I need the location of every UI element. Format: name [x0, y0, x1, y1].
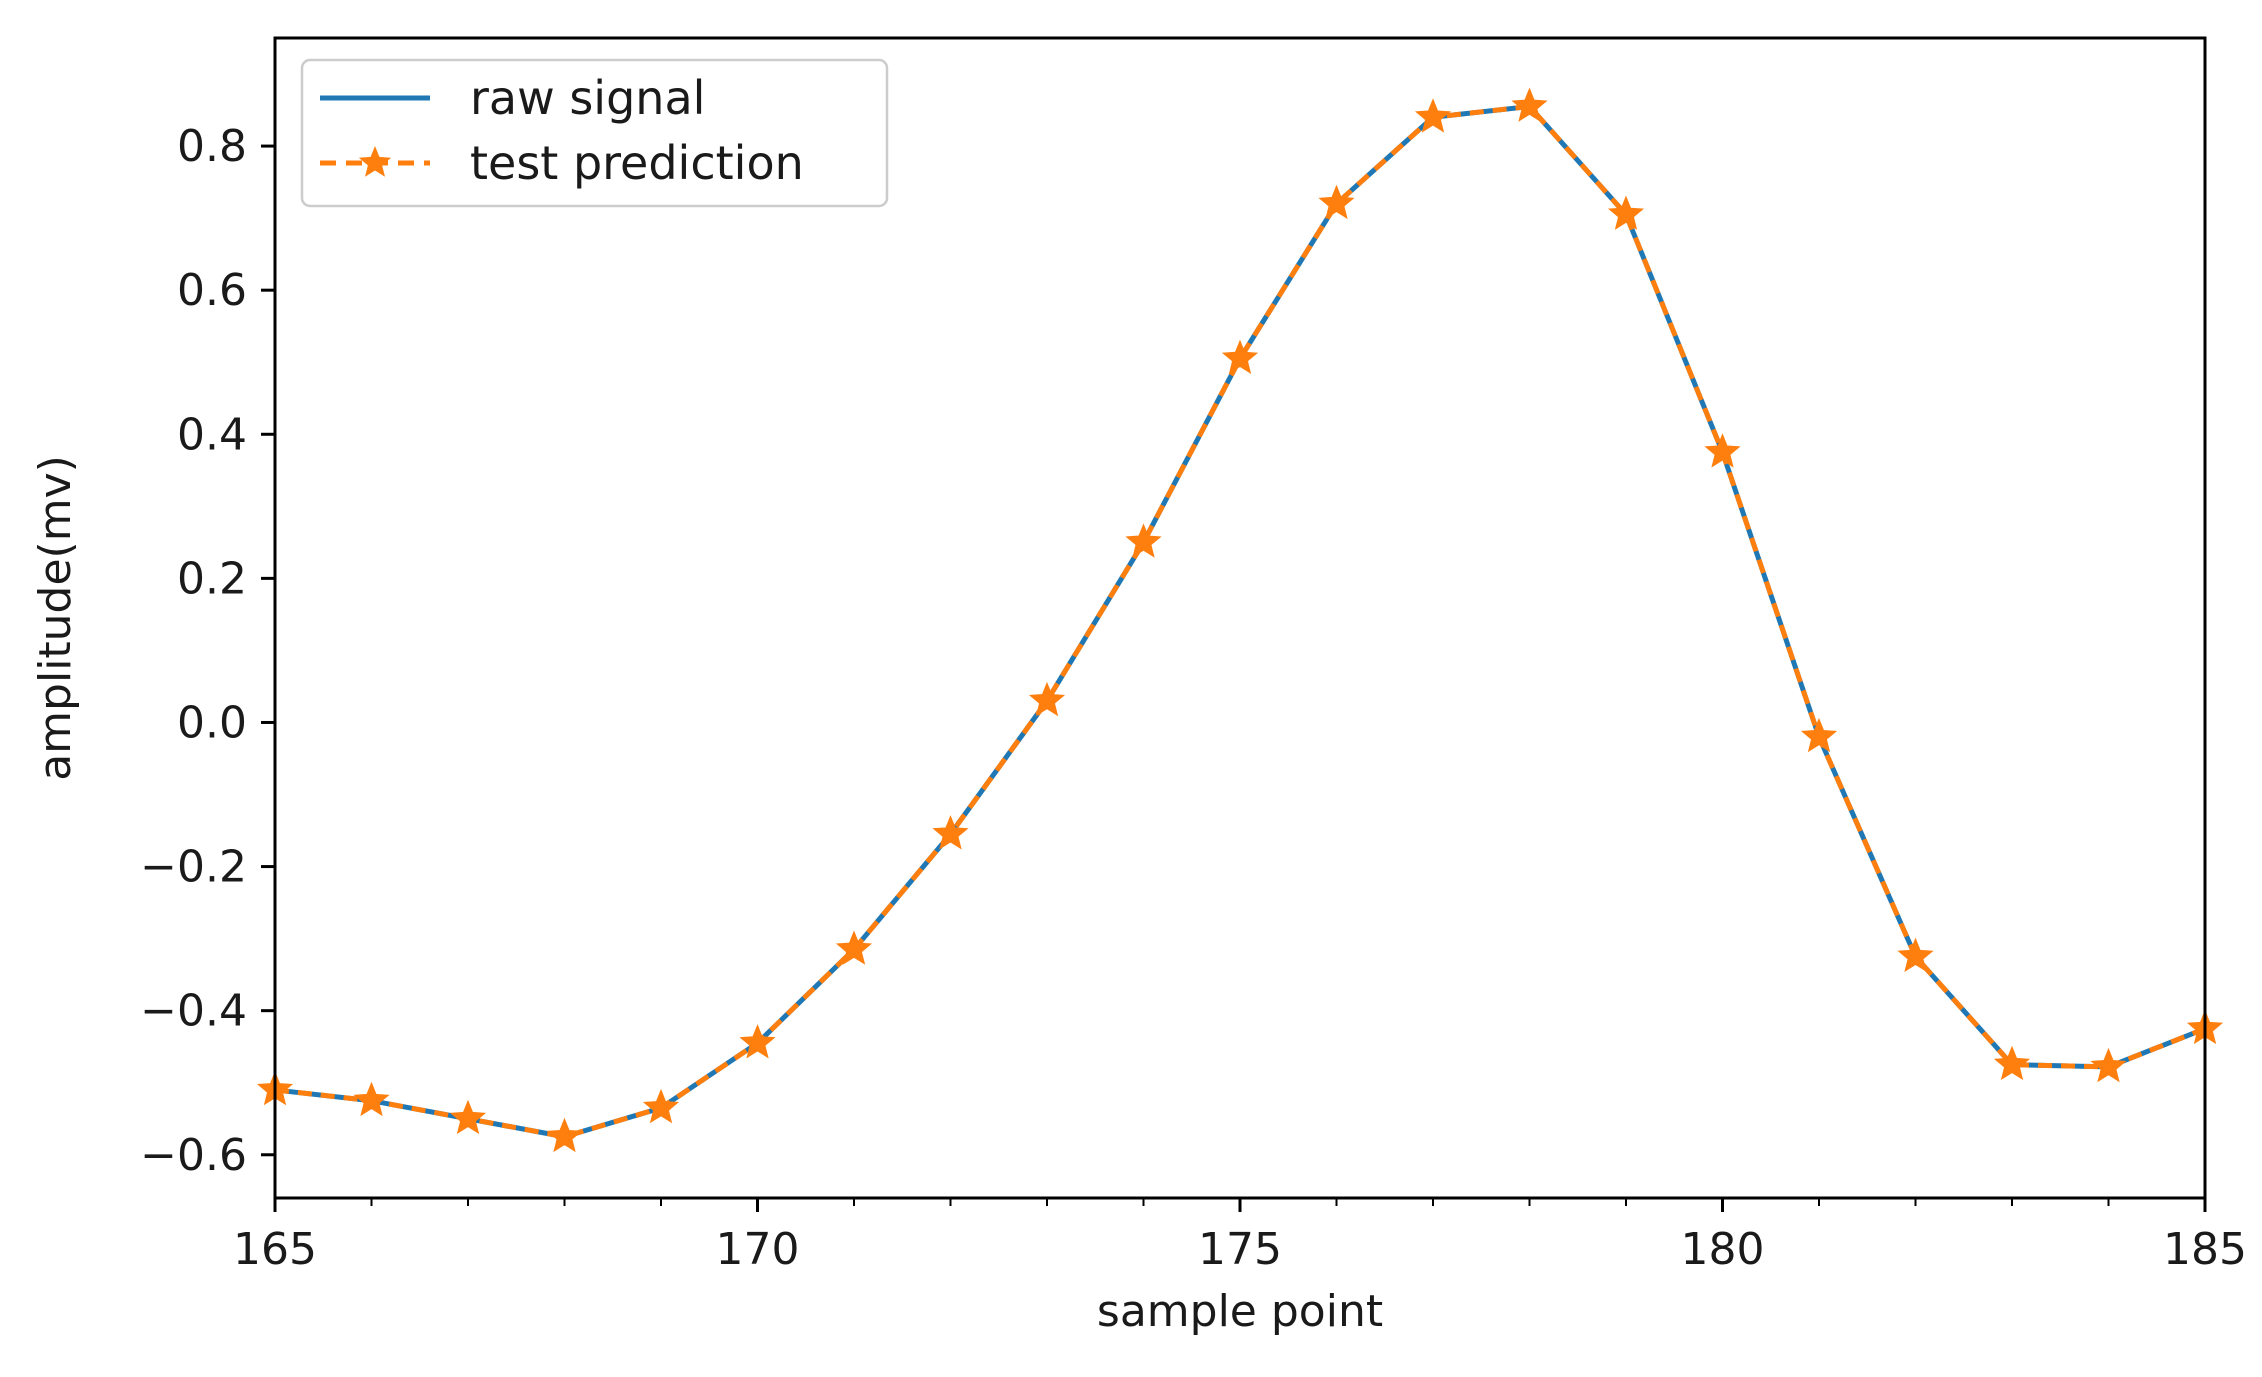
x-tick-label: 185 [2163, 1224, 2247, 1275]
data-point-star [1800, 717, 1838, 753]
y-axis-label: amplitude(mv) [30, 455, 81, 781]
legend-label-test-prediction: test prediction [470, 136, 804, 190]
x-tick-label: 170 [716, 1224, 800, 1275]
data-point-star [449, 1099, 487, 1135]
x-axis-label: sample point [1097, 1286, 1383, 1337]
data-point-star [1028, 681, 1066, 717]
data-point-star [1897, 937, 1934, 973]
y-tick-label: 0.4 [177, 409, 247, 460]
y-tick-label: −0.6 [140, 1130, 247, 1181]
x-tick-label: 175 [1198, 1224, 1282, 1275]
y-tick-label: 0.8 [177, 121, 247, 172]
legend: raw signal test prediction [300, 58, 889, 208]
series-line-test-prediction [274, 103, 2206, 1140]
data-point-star [353, 1081, 390, 1117]
data-point-star [835, 930, 873, 965]
data-point-star [2090, 1047, 2127, 1083]
data-point-star [1318, 184, 1355, 220]
data-point-star [1993, 1045, 2031, 1081]
plot-area [256, 87, 2224, 1153]
data-point-star [1414, 98, 1452, 133]
legend-star-icon [358, 146, 392, 177]
data-point-star [1221, 339, 1259, 374]
y-tick-label: 0.2 [177, 553, 247, 604]
y-tick-label: −0.2 [140, 842, 247, 893]
y-tick-label: 0.0 [177, 697, 247, 748]
legend-box [300, 58, 889, 208]
axis-ticks: 165 170 175 180 185 −0.6 −0.4 −0.2 0.0 0.2 0.4 0.6 0… [140, 121, 2247, 1275]
y-tick-label: −0.4 [140, 986, 247, 1037]
data-point-star [932, 815, 969, 850]
data-point-star [642, 1088, 680, 1124]
data-point-star [739, 1024, 776, 1059]
x-tick-label: 165 [233, 1224, 317, 1275]
data-point-star [1607, 195, 1645, 230]
x-tick-label: 180 [1681, 1224, 1765, 1275]
data-point-star [1125, 523, 1162, 558]
data-point-star [1511, 87, 1548, 122]
y-tick-label: 0.6 [177, 265, 247, 316]
data-point-star [1704, 433, 1741, 468]
data-point-star [546, 1117, 583, 1153]
legend-label-raw-signal: raw signal [470, 71, 705, 125]
plot-frame [273, 36, 2207, 1200]
